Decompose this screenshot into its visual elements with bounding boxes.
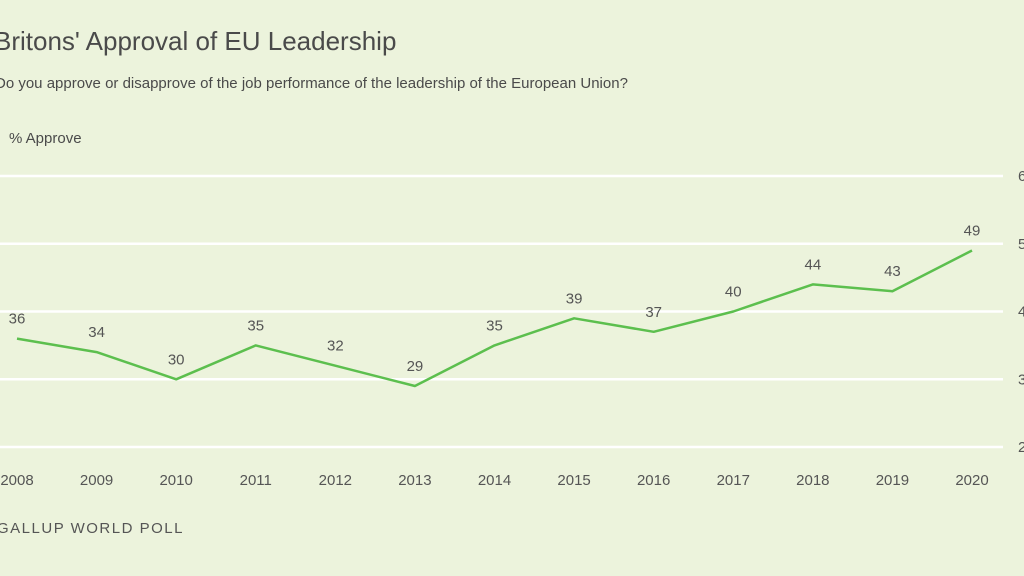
- y-axis-ticks: 20 30 40 50 60: [1018, 168, 1024, 456]
- data-label: 40: [725, 284, 742, 301]
- x-axis-ticks: 2008 2009 2010 2011 2012 2013 2014 2015 2016 2017…: [0, 472, 988, 489]
- x-tick-label: 2017: [717, 472, 750, 489]
- gridlines: [0, 174, 1003, 449]
- x-tick-label: 2018: [796, 472, 829, 489]
- x-tick-label: 2013: [398, 472, 431, 489]
- data-label: 43: [884, 263, 901, 280]
- x-tick-label: 2011: [240, 472, 272, 489]
- y-tick-label: 40: [1018, 304, 1024, 321]
- series-line-approve: [16, 249, 973, 388]
- y-tick-label: 60: [1018, 168, 1024, 185]
- data-label: 34: [88, 324, 105, 341]
- data-label: 35: [486, 317, 503, 334]
- series-approve: [16, 249, 973, 388]
- legend-label-approve: % Approve: [9, 130, 82, 147]
- y-tick-label: 30: [1018, 371, 1024, 388]
- x-tick-label: 2009: [80, 472, 113, 489]
- source-note: GALLUP WORLD POLL: [0, 520, 184, 537]
- data-labels: 36 34 30 35 32 29 35 39 37 40 44 43 49: [9, 223, 981, 376]
- x-tick-label: 2008: [0, 472, 33, 489]
- data-label: 35: [247, 317, 264, 334]
- x-tick-label: 2019: [876, 472, 909, 489]
- x-tick-label: 2015: [557, 472, 590, 489]
- data-label: 36: [9, 311, 26, 328]
- x-tick-label: 2020: [955, 472, 988, 489]
- data-label: 30: [168, 351, 185, 368]
- y-tick-label: 50: [1018, 236, 1024, 253]
- x-tick-label: 2016: [637, 472, 670, 489]
- data-label: 29: [407, 358, 424, 375]
- chart-subtitle: Do you approve or disapprove of the job …: [0, 75, 628, 92]
- data-label: 32: [327, 338, 344, 355]
- data-label: 49: [964, 223, 981, 240]
- y-tick-label: 20: [1018, 439, 1024, 456]
- chart-title: Britons' Approval of EU Leadership: [0, 26, 397, 56]
- x-tick-label: 2010: [159, 472, 192, 489]
- x-tick-label: 2014: [478, 472, 511, 489]
- legend: % Approve: [0, 130, 82, 147]
- x-tick-label: 2012: [319, 472, 352, 489]
- data-label: 39: [566, 290, 583, 307]
- data-label: 37: [645, 304, 662, 321]
- data-label: 44: [804, 256, 821, 273]
